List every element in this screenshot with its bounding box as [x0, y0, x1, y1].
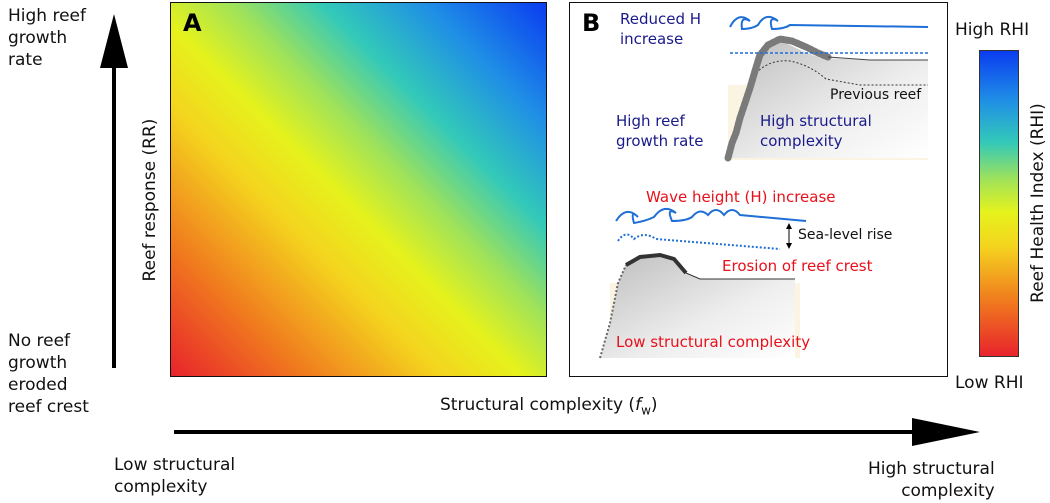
reef-profiles-svg — [599, 15, 929, 359]
panel-b-reef-diagram: B Reduced H increase High reef growth ra… — [569, 2, 948, 377]
sea-level-arrow-head-down — [786, 243, 792, 249]
previous-reef-label: Previous reef — [830, 87, 922, 103]
lower-reef-flat — [685, 272, 795, 280]
lower-old-wave — [617, 233, 781, 250]
high-complexity-label: High structural complexity — [760, 112, 872, 150]
colorbar-title: Reef Health Index (RHI) — [1028, 103, 1048, 303]
upper-reef-body — [728, 41, 928, 158]
reef-response-arrow — [100, 14, 128, 368]
erosion-label: Erosion of reef crest — [722, 257, 873, 275]
low-complexity-label: Low structural complexity — [616, 333, 811, 351]
lower-reef-body — [600, 255, 795, 358]
previous-reef-outline — [755, 60, 928, 86]
panel-b-letter: B — [582, 9, 601, 37]
high-complexity-axis-label: High structural complexity — [868, 459, 995, 501]
high-reef-growth-label: High reef growth rate — [616, 112, 704, 150]
upper-reef-rough-edge — [724, 35, 832, 162]
sea-level-rise-label: Sea-level rise — [798, 227, 893, 243]
lower-wave — [615, 207, 807, 225]
no-growth-label: No reef growth eroded reef crest — [8, 331, 89, 417]
low-complexity-axis-label: Low structural complexity — [114, 455, 236, 497]
upper-reef-flat — [827, 56, 928, 61]
high-growth-label: High reef growth rate — [8, 6, 86, 70]
sea-level-arrow-head-up — [786, 223, 792, 229]
lower-reef-edge — [599, 264, 627, 359]
upper-wave — [729, 15, 929, 31]
reef-response-axis-title: Reef response (RR) — [140, 118, 160, 282]
panel-a-letter: A — [183, 9, 202, 37]
structural-complexity-arrow — [174, 418, 980, 446]
colorbar-high-label: High RHI — [955, 20, 1030, 40]
rhi-colorbar — [979, 50, 1019, 357]
wave-height-label: Wave height (H) increase — [646, 188, 836, 206]
reduced-h-label: Reduced H increase — [620, 10, 702, 48]
lower-reef-crest — [625, 252, 688, 275]
structural-complexity-axis-title: Structural complexity (fw) — [440, 395, 658, 418]
colorbar-low-label: Low RHI — [955, 373, 1024, 393]
panel-a-gradient-plot: A — [170, 2, 547, 377]
